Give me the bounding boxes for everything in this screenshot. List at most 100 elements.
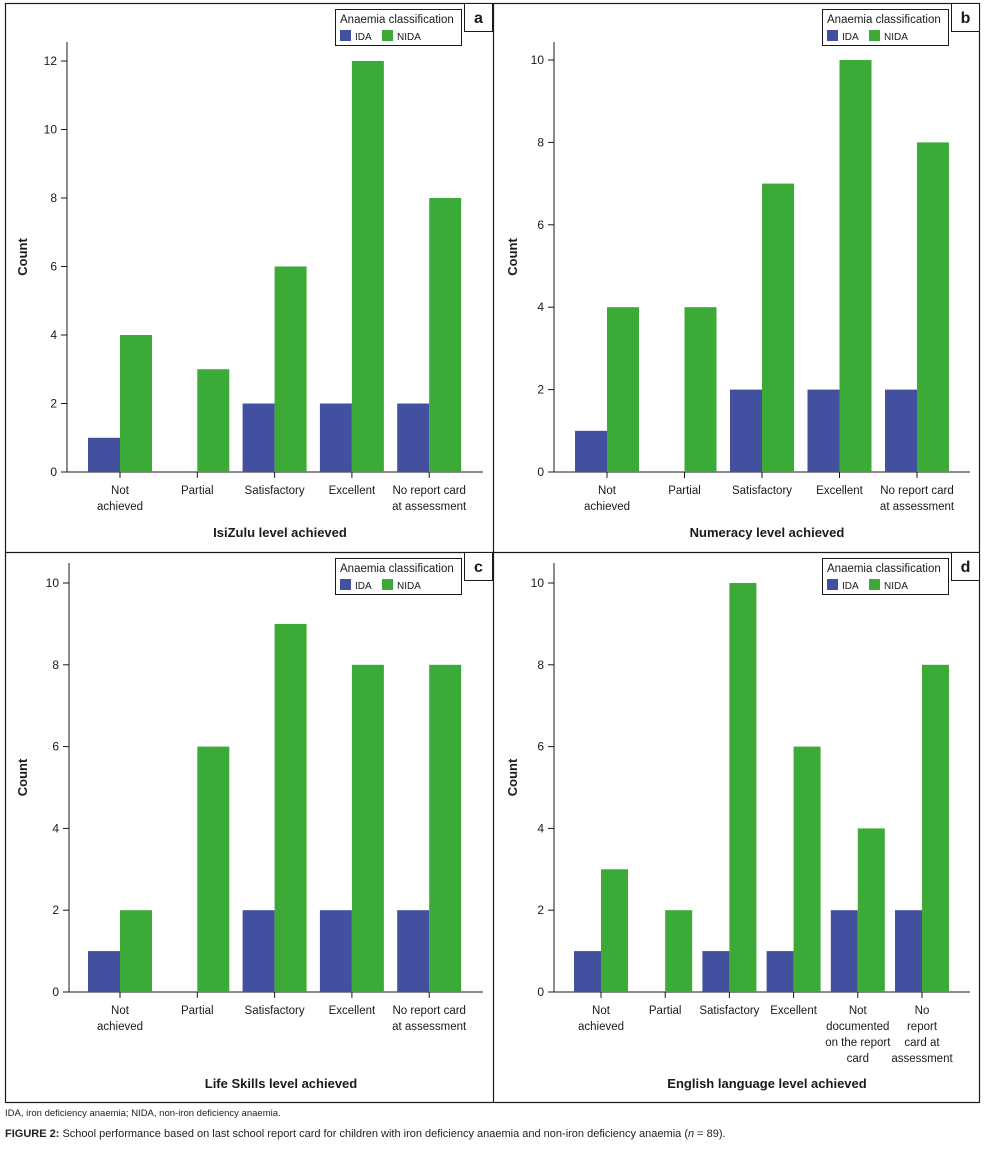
x-tick-label: Partial bbox=[649, 1005, 682, 1017]
y-tick-label: 8 bbox=[52, 658, 59, 672]
bar-nida-4 bbox=[429, 664, 462, 992]
figure-caption: FIGURE 2: School performance based on la… bbox=[5, 1128, 726, 1140]
x-axis-title: IsiZulu level achieved bbox=[213, 525, 347, 540]
x-tick-label: No report card at assessment bbox=[392, 1005, 467, 1033]
bar-nida-1 bbox=[665, 910, 693, 992]
x-tick-label-line: Partial bbox=[181, 1005, 214, 1017]
x-tick-label-line: at assessment bbox=[392, 501, 467, 513]
bar-nida-2 bbox=[729, 583, 757, 992]
x-tick-label-line: Satisfactory bbox=[699, 1005, 759, 1017]
bar-ida-0 bbox=[88, 951, 120, 992]
bar-nida-4 bbox=[429, 198, 462, 472]
bar-ida-3 bbox=[319, 403, 352, 472]
bar-nida-2 bbox=[274, 623, 307, 992]
x-tick-label-line: No report card bbox=[392, 1005, 466, 1017]
x-tick-label-line: Satisfactory bbox=[245, 1005, 305, 1017]
legend-box bbox=[335, 9, 462, 46]
y-axis-title: Count bbox=[15, 238, 30, 276]
bar-ida-4 bbox=[397, 403, 430, 472]
legend-title: Anaemia classification bbox=[827, 14, 941, 26]
x-tick-label-line: Excellent bbox=[816, 485, 863, 497]
x-tick-label-line: No report card bbox=[392, 485, 466, 497]
x-tick-label: Not achieved bbox=[97, 485, 143, 513]
bar-nida-1 bbox=[684, 307, 717, 472]
x-tick-label: Satisfactory bbox=[732, 485, 792, 497]
y-tick-label: 4 bbox=[50, 328, 57, 342]
bar-ida-0 bbox=[574, 951, 601, 992]
x-tick-label-line: Excellent bbox=[329, 1005, 376, 1017]
x-tick-label-line: No report card bbox=[880, 485, 954, 497]
n-value: = 89). bbox=[694, 1128, 726, 1140]
legend-label-nida: NIDA bbox=[397, 581, 421, 592]
bar-ida-4 bbox=[885, 389, 917, 472]
x-tick-label-line: Partial bbox=[181, 485, 214, 497]
panel-label: d bbox=[961, 559, 971, 576]
y-tick-label: 10 bbox=[44, 123, 58, 137]
bar-ida-4 bbox=[397, 910, 430, 992]
legend-label-ida: IDA bbox=[842, 32, 859, 43]
bar-ida-2 bbox=[242, 403, 275, 472]
x-tick-label-line: Not bbox=[598, 485, 617, 497]
x-tick-label-line: documented bbox=[826, 1021, 889, 1033]
x-tick-label-line: Partial bbox=[649, 1005, 682, 1017]
x-tick-label-line: Satisfactory bbox=[732, 485, 792, 497]
bar-ida-2 bbox=[242, 910, 275, 992]
x-tick-label-line: Partial bbox=[668, 485, 701, 497]
legend-box bbox=[822, 558, 949, 595]
legend-swatch-ida bbox=[340, 30, 351, 41]
x-tick-label-line: at assessment bbox=[880, 501, 955, 513]
bar-ida-3 bbox=[319, 910, 352, 992]
x-tick-label: Partial bbox=[181, 1005, 214, 1017]
legend: Anaemia classification IDA NIDA bbox=[335, 558, 462, 595]
figure-label: FIGURE 2: bbox=[5, 1128, 60, 1140]
figure-caption-text: School performance based on last school … bbox=[62, 1128, 688, 1140]
bar-nida-0 bbox=[607, 307, 639, 472]
bar-nida-4 bbox=[857, 828, 885, 992]
y-tick-label: 4 bbox=[52, 821, 59, 835]
x-tick-label: Satisfactory bbox=[245, 485, 305, 497]
x-tick-label: Partial bbox=[668, 485, 701, 497]
panel-label-box bbox=[464, 3, 493, 32]
x-tick-label-line: Excellent bbox=[329, 485, 376, 497]
bar-ida-3 bbox=[807, 389, 840, 472]
y-tick-label: 8 bbox=[537, 658, 544, 672]
bar-nida-5 bbox=[922, 664, 949, 992]
y-tick-label: 4 bbox=[537, 300, 544, 314]
x-tick-label-line: at assessment bbox=[392, 1021, 467, 1033]
y-tick-label: 4 bbox=[537, 821, 544, 835]
x-tick-label-line: on the report bbox=[825, 1037, 891, 1049]
panel-label: b bbox=[961, 10, 971, 27]
legend-label-nida: NIDA bbox=[884, 581, 908, 592]
x-tick-label-line: No bbox=[915, 1005, 930, 1017]
x-tick-label-line: achieved bbox=[584, 501, 630, 513]
bar-ida-2 bbox=[730, 389, 762, 472]
y-tick-label: 10 bbox=[531, 576, 545, 590]
legend: Anaemia classification IDA NIDA bbox=[335, 9, 462, 46]
panel-label: a bbox=[474, 10, 483, 27]
y-tick-label: 8 bbox=[50, 191, 57, 205]
legend-label-ida: IDA bbox=[355, 581, 372, 592]
bar-nida-0 bbox=[120, 910, 152, 992]
x-tick-label-line: achieved bbox=[97, 1021, 143, 1033]
x-tick-label: Not achieved bbox=[578, 1005, 624, 1033]
panel-label-box bbox=[464, 552, 493, 581]
figure-2: 0 2 4 6 8 10 12 Count Not achieved Partial Satisfac… bbox=[4, 2, 981, 1104]
y-tick-label: 6 bbox=[50, 260, 57, 274]
y-tick-label: 6 bbox=[537, 740, 544, 754]
legend-swatch-ida bbox=[340, 579, 351, 590]
y-tick-label: 10 bbox=[531, 53, 545, 67]
bar-nida-3 bbox=[793, 746, 821, 992]
legend-swatch-nida bbox=[382, 30, 393, 41]
bar-ida-5 bbox=[895, 910, 922, 992]
x-tick-label: Excellent bbox=[770, 1005, 817, 1017]
y-axis-title: Count bbox=[505, 238, 520, 276]
panel-label: c bbox=[474, 559, 483, 576]
x-tick-label: No report card at assessment bbox=[880, 485, 955, 513]
x-tick-label-line: Not bbox=[592, 1005, 611, 1017]
x-tick-label-line: achieved bbox=[578, 1021, 624, 1033]
x-tick-label-line: assessment bbox=[891, 1053, 953, 1065]
y-tick-label: 0 bbox=[50, 465, 57, 479]
bar-nida-1 bbox=[197, 746, 230, 992]
y-tick-label: 0 bbox=[537, 465, 544, 479]
legend-swatch-nida bbox=[382, 579, 393, 590]
